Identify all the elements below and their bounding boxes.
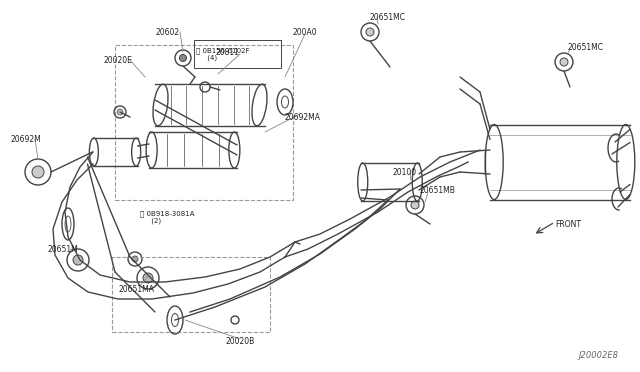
Text: 20020B: 20020B <box>225 337 254 346</box>
Text: 200A0: 200A0 <box>293 28 317 36</box>
Text: Ⓝ 0B156-6102F
     (4): Ⓝ 0B156-6102F (4) <box>196 47 250 61</box>
Text: 20602: 20602 <box>155 28 179 36</box>
Text: 20651MC: 20651MC <box>568 42 604 51</box>
Text: 20020E: 20020E <box>103 55 132 64</box>
Text: J20002E8: J20002E8 <box>578 351 618 360</box>
Text: 20651MA: 20651MA <box>118 285 154 294</box>
Circle shape <box>366 28 374 36</box>
Text: Ⓝ 0B918-3081A
     (2): Ⓝ 0B918-3081A (2) <box>140 210 195 224</box>
Text: 20692M: 20692M <box>10 135 41 144</box>
Bar <box>112 257 270 332</box>
Text: 20651MC: 20651MC <box>370 13 406 22</box>
Circle shape <box>560 58 568 66</box>
Circle shape <box>73 255 83 265</box>
Text: 20100: 20100 <box>393 167 417 176</box>
Text: 20651M: 20651M <box>47 246 77 254</box>
Bar <box>115 45 293 200</box>
Text: 20651MB: 20651MB <box>420 186 456 195</box>
Circle shape <box>411 201 419 209</box>
Circle shape <box>143 273 153 283</box>
Circle shape <box>179 55 186 61</box>
Text: FRONT: FRONT <box>555 219 581 228</box>
Circle shape <box>32 166 44 178</box>
Circle shape <box>117 109 123 115</box>
Text: 20811: 20811 <box>215 48 239 57</box>
Text: 20692MA: 20692MA <box>285 112 321 122</box>
Circle shape <box>132 256 138 262</box>
